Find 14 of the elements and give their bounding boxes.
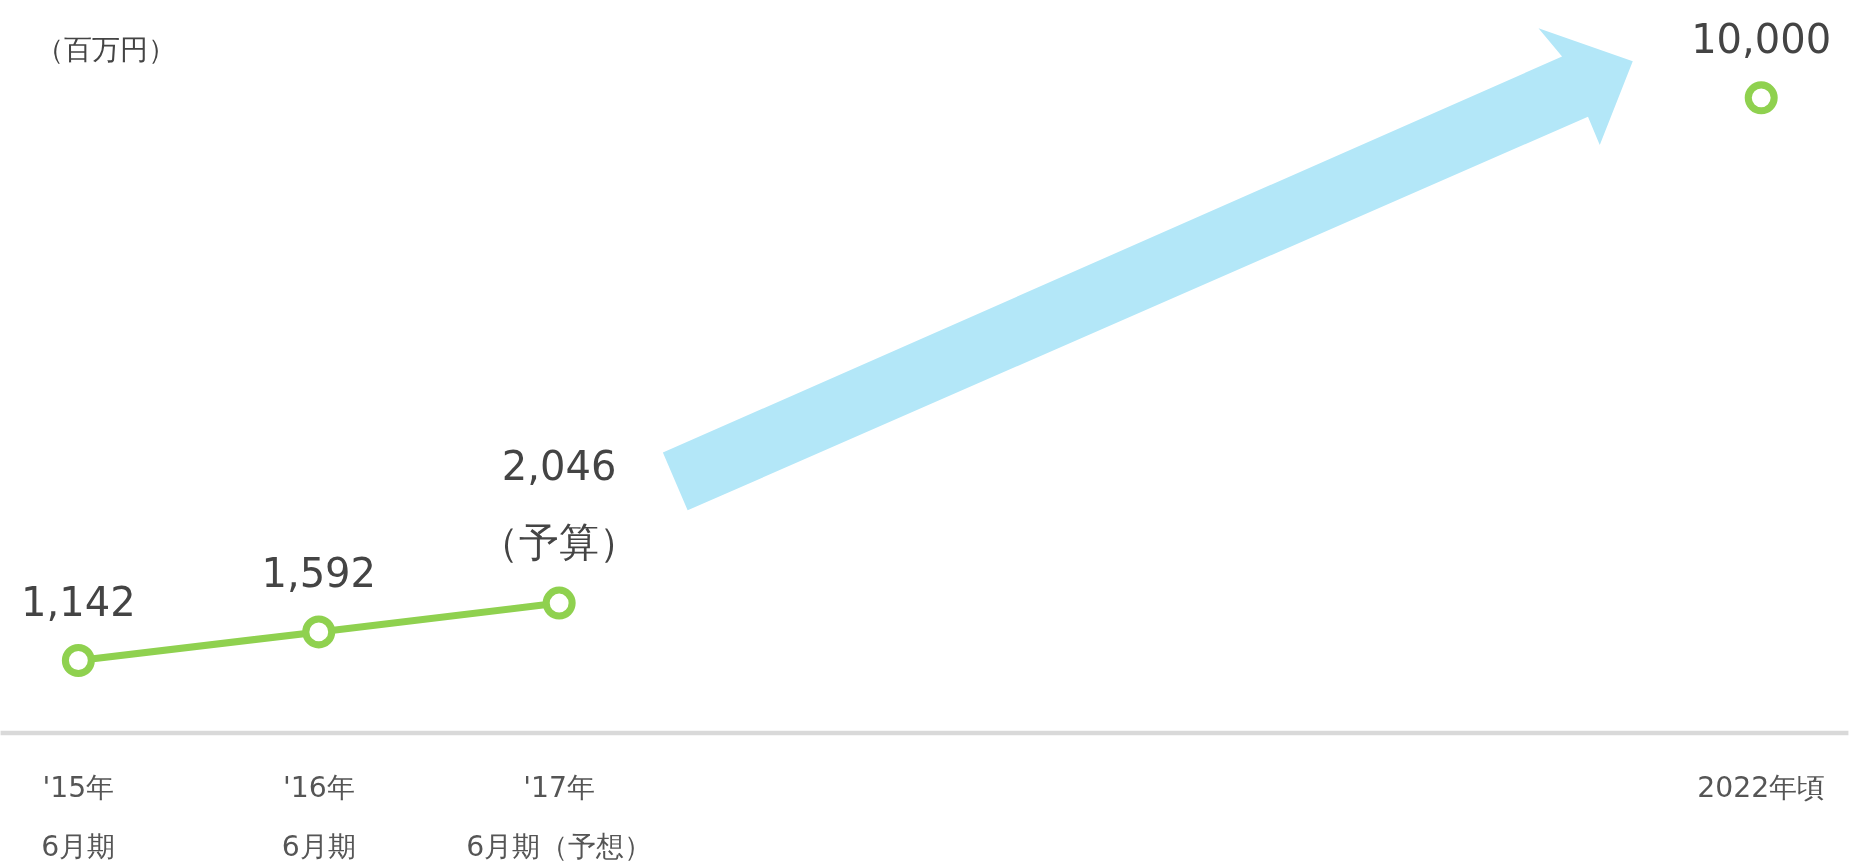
data-label: 10,000 — [1691, 16, 1832, 63]
point — [61, 643, 95, 677]
point — [302, 615, 336, 649]
x-tick-label: '17年 6月期（予想） — [466, 770, 653, 863]
point — [1744, 81, 1778, 115]
x-tick-label: '15年 6月期 — [41, 770, 116, 863]
x-tick-label: 2022年頃 — [1697, 770, 1826, 804]
y-axis-title: （百万円） — [35, 32, 176, 66]
x-tick-label: '16年 6月期 — [281, 770, 356, 863]
data-label: 1,592 — [261, 550, 377, 597]
annotation: （予算） — [479, 518, 640, 565]
data-label: 2,046 — [501, 443, 617, 490]
data-label: 1,142 — [21, 578, 136, 625]
point — [542, 586, 576, 620]
